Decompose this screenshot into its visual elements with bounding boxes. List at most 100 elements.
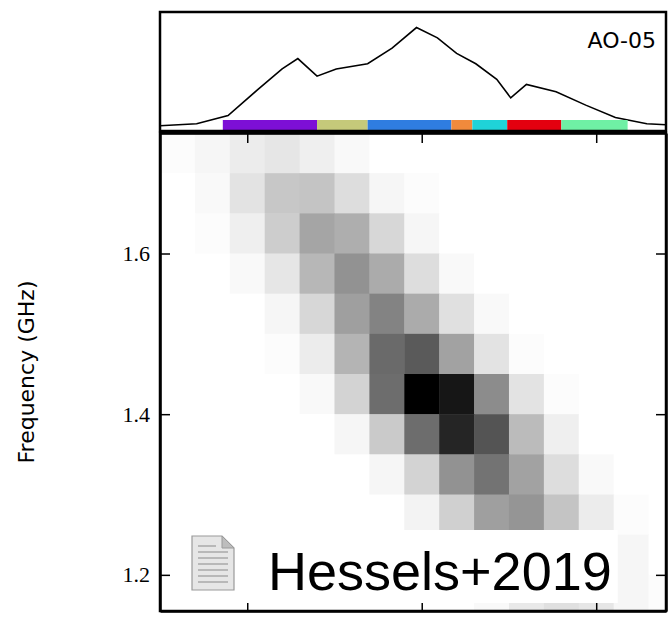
spectrum-cell: [369, 334, 404, 375]
profile-plot: [160, 28, 666, 131]
spectrum-cell: [474, 374, 509, 415]
spectrum-cell: [614, 414, 649, 455]
spectrum-cell: [334, 334, 369, 375]
spectrum-cell: [649, 254, 666, 295]
spectrum-cell: [369, 254, 404, 295]
spectrum-cell: [300, 254, 335, 295]
spectrum-cell: [300, 173, 335, 214]
spectrum-cell: [404, 133, 439, 174]
spectrum-cell: [579, 173, 614, 214]
tick: 1.6: [123, 241, 171, 266]
spectrum-cell: [404, 334, 439, 375]
icon-fold: [222, 536, 234, 548]
spectrum-cell: [649, 495, 666, 536]
spectrum-cell: [265, 374, 300, 415]
spectrum-cell: [369, 294, 404, 335]
spectrum-cell: [369, 495, 404, 536]
spectrum-cell: [160, 454, 195, 495]
spectrum-cell: [544, 213, 579, 254]
chart: AO-051.21.41.6Frequency (GHz)Hessels+201…: [0, 0, 670, 617]
spectrum-cell: [404, 294, 439, 335]
spectrum-cell: [614, 454, 649, 495]
spectrum-cell: [579, 133, 614, 174]
spectrum-cell: [509, 374, 544, 415]
spectrum-cell: [474, 294, 509, 335]
spectrum-cell: [439, 374, 474, 415]
spectrum-cell: [369, 213, 404, 254]
document-icon: [192, 536, 234, 590]
spectrum-cell: [614, 374, 649, 415]
spectrum-cell: [230, 173, 265, 214]
spectrum-cell: [474, 133, 509, 174]
spectrum-cell: [160, 374, 195, 415]
axis-line: [159, 134, 162, 612]
spectrum-cell: [195, 454, 230, 495]
tick-mark: [656, 253, 666, 255]
spectrum-cell: [544, 495, 579, 536]
spectrum-cell: [649, 414, 666, 455]
icon-line: [198, 557, 228, 559]
tick-mark: [656, 414, 666, 416]
spectrum-cell: [509, 213, 544, 254]
spectrum-cell: [334, 374, 369, 415]
spectrum-cell: [649, 173, 666, 214]
y-axis-left: 1.2 1.4 1.6: [123, 134, 171, 612]
component-bar: [368, 120, 452, 131]
spectrum-cell: [160, 213, 195, 254]
spectrum-cell: [160, 173, 195, 214]
tick-mark: [160, 253, 170, 255]
spectrum-cell: [649, 334, 666, 375]
spectrum-cell: [300, 374, 335, 415]
spectrum-cell: [369, 374, 404, 415]
icon-line: [198, 575, 228, 577]
spectrum-cell: [404, 254, 439, 295]
spectrum-plot: [160, 133, 666, 611]
spectrum-cell: [334, 454, 369, 495]
spectrum-cell: [160, 414, 195, 455]
panel-title: AO-05: [587, 28, 656, 53]
profile-line: [160, 28, 666, 126]
icon-page: [192, 536, 234, 590]
spectrum-cell: [265, 173, 300, 214]
spectrum-cell: [544, 334, 579, 375]
spectrum-cell: [265, 133, 300, 174]
spectrum-cell: [404, 173, 439, 214]
spectrum-cell: [439, 414, 474, 455]
spectrum-cell: [369, 173, 404, 214]
spectrum-cell: [544, 133, 579, 174]
spectrum-cell: [614, 495, 649, 536]
spectrum-cell: [509, 414, 544, 455]
spectrum-cell: [334, 495, 369, 536]
spectrum-cell: [544, 173, 579, 214]
spectrum-cell: [230, 374, 265, 415]
tick: 1.4: [123, 402, 171, 427]
spectrum-cell: [265, 254, 300, 295]
spectrum-cell: [230, 213, 265, 254]
spectrum-cell: [439, 294, 474, 335]
profile-frame: [160, 12, 666, 131]
spectrum-cell: [579, 294, 614, 335]
spectrum-cell: [334, 133, 369, 174]
spectrum-cell: [160, 294, 195, 335]
spectrum-cell: [509, 173, 544, 214]
spectrum-cell: [614, 535, 649, 576]
spectrum-cell: [614, 213, 649, 254]
component-bar: [561, 120, 627, 131]
icon-line: [198, 545, 216, 547]
spectrum-cell: [230, 495, 265, 536]
spectrum-cell: [614, 334, 649, 375]
spectrum-cell: [649, 575, 666, 611]
spectrum-cell: [230, 454, 265, 495]
spectrum-cell: [474, 213, 509, 254]
axis-line: [161, 610, 667, 613]
tick-mark: [160, 575, 170, 577]
tick: 1.2: [123, 562, 171, 587]
spectrum-cell: [230, 414, 265, 455]
spectrum-cell: [614, 575, 649, 611]
icon-line: [198, 551, 228, 553]
spectrum-cell: [614, 294, 649, 335]
spectrum-cell: [230, 254, 265, 295]
spectrum-cell: [300, 133, 335, 174]
spectrum-cell: [300, 213, 335, 254]
tick: [596, 133, 597, 143]
